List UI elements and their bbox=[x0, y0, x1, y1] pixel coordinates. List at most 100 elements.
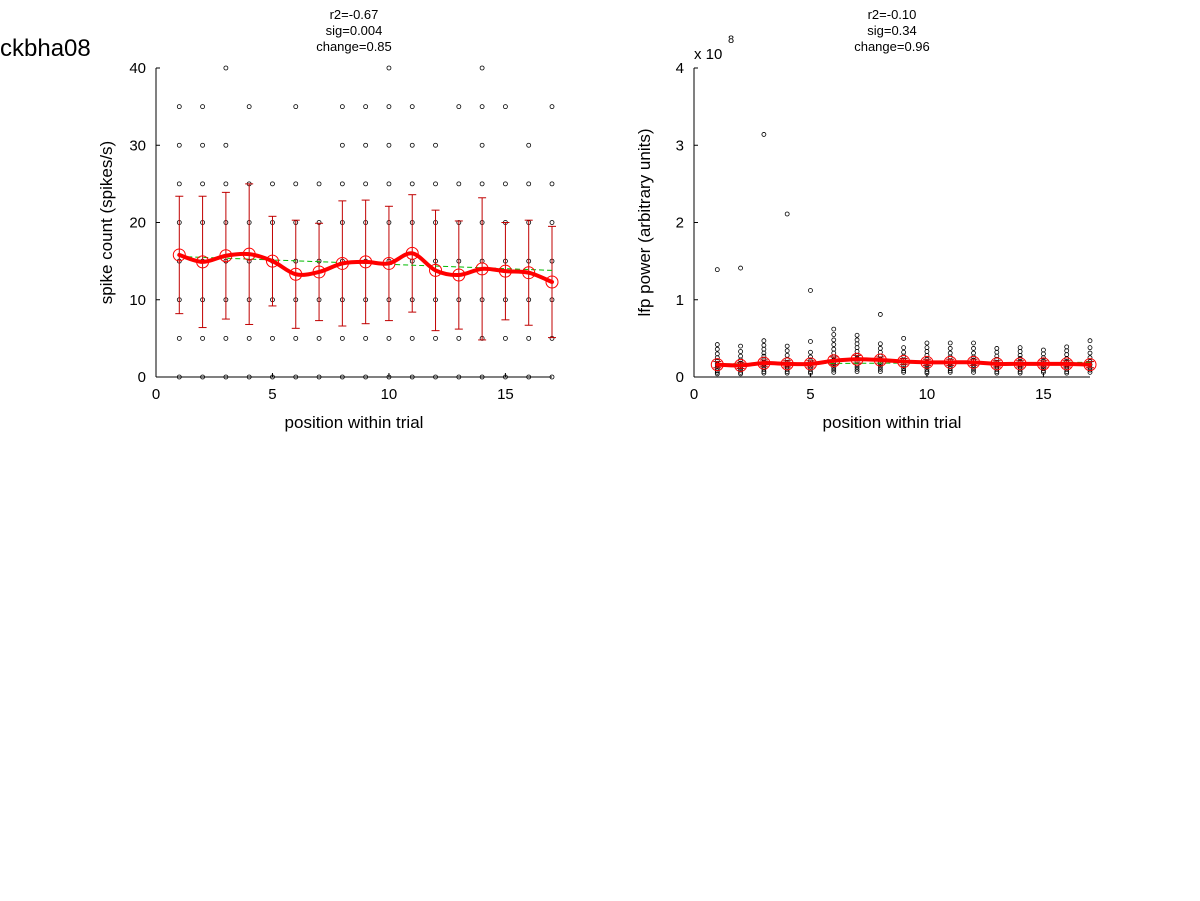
mean-marker bbox=[429, 263, 443, 277]
mean-marker bbox=[850, 352, 864, 366]
data-point bbox=[1017, 370, 1023, 376]
data-point bbox=[994, 370, 1000, 376]
data-point bbox=[738, 349, 743, 354]
data-point bbox=[1064, 348, 1070, 354]
data-point bbox=[339, 181, 345, 187]
data-point bbox=[924, 370, 930, 376]
data-point bbox=[176, 335, 182, 341]
data-point bbox=[363, 142, 369, 148]
data-point bbox=[854, 337, 860, 343]
data-point bbox=[176, 181, 182, 187]
data-point bbox=[246, 335, 252, 341]
data-point bbox=[456, 374, 462, 380]
data-point bbox=[549, 181, 555, 187]
mean-marker bbox=[382, 256, 396, 270]
data-point bbox=[924, 349, 930, 354]
data-point bbox=[738, 265, 743, 271]
data-point bbox=[270, 335, 275, 341]
data-point bbox=[714, 346, 720, 352]
data-point bbox=[409, 374, 415, 380]
mean-marker bbox=[498, 264, 512, 278]
data-point bbox=[947, 369, 953, 375]
data-point bbox=[386, 181, 392, 187]
x-tick-label: 0 bbox=[690, 386, 698, 403]
data-point bbox=[456, 181, 462, 187]
data-point bbox=[386, 142, 392, 148]
data-point bbox=[1064, 370, 1070, 376]
data-point bbox=[339, 335, 345, 341]
data-point bbox=[433, 181, 438, 187]
data-point bbox=[223, 142, 229, 148]
data-point bbox=[316, 181, 322, 187]
data-point bbox=[479, 374, 485, 380]
x-axis-label: position within trial bbox=[285, 413, 424, 432]
data-point bbox=[223, 374, 229, 380]
data-point bbox=[1041, 351, 1046, 357]
data-point bbox=[270, 374, 275, 380]
data-point bbox=[526, 335, 532, 341]
data-point bbox=[479, 181, 485, 187]
data-point bbox=[854, 345, 860, 351]
mean-marker bbox=[219, 249, 233, 263]
data-point bbox=[409, 181, 415, 187]
mean-marker bbox=[335, 256, 349, 270]
mean-marker bbox=[1083, 358, 1097, 372]
data-point bbox=[877, 366, 883, 372]
data-point bbox=[901, 335, 907, 341]
x-tick-label: 10 bbox=[919, 386, 936, 403]
data-point bbox=[901, 349, 907, 355]
data-point bbox=[1087, 338, 1093, 344]
mean-marker bbox=[522, 266, 536, 280]
mean-marker bbox=[710, 358, 724, 372]
data-point bbox=[761, 370, 767, 376]
chart-title-line: change=0.85 bbox=[316, 39, 392, 54]
data-point bbox=[339, 142, 345, 148]
data-point bbox=[549, 104, 555, 110]
mean-marker bbox=[1013, 357, 1027, 371]
y-tick-label: 3 bbox=[676, 137, 684, 154]
data-point bbox=[901, 369, 907, 375]
data-point bbox=[761, 132, 767, 137]
data-point bbox=[456, 335, 462, 341]
mean-marker bbox=[289, 267, 303, 281]
data-point bbox=[1087, 350, 1093, 356]
data-point bbox=[784, 211, 790, 217]
y-axis-label: spike count (spikes/s) bbox=[97, 141, 116, 304]
data-point bbox=[363, 104, 369, 110]
x-tick-label: 10 bbox=[381, 386, 398, 403]
data-point bbox=[761, 353, 767, 359]
data-point bbox=[433, 335, 438, 341]
data-point bbox=[947, 350, 953, 356]
data-point bbox=[901, 345, 907, 351]
data-point bbox=[808, 370, 813, 376]
data-point bbox=[901, 368, 907, 374]
data-point bbox=[924, 369, 930, 374]
data-point bbox=[714, 371, 720, 377]
data-point bbox=[971, 340, 976, 346]
mean-marker bbox=[780, 357, 794, 371]
data-point bbox=[808, 349, 813, 355]
data-point bbox=[386, 65, 392, 71]
data-point bbox=[738, 343, 743, 349]
mean-marker bbox=[873, 353, 887, 367]
data-point bbox=[924, 345, 930, 351]
data-point bbox=[761, 350, 767, 356]
y-tick-label: 0 bbox=[138, 369, 146, 386]
data-point bbox=[854, 332, 860, 338]
mean-marker bbox=[196, 255, 210, 269]
data-point bbox=[293, 374, 299, 380]
data-point bbox=[714, 351, 720, 357]
y-axis-label: lfp power (arbitrary units) bbox=[635, 128, 654, 316]
data-point bbox=[339, 374, 345, 380]
y-exponent-power: 8 bbox=[728, 34, 734, 46]
data-point bbox=[223, 335, 229, 341]
chart-title-line: sig=0.34 bbox=[867, 23, 917, 38]
mean-marker bbox=[827, 354, 841, 368]
mean-marker bbox=[242, 247, 256, 261]
mean-marker bbox=[475, 262, 489, 276]
data-point bbox=[831, 346, 837, 352]
figure-title: ckbha08 bbox=[0, 35, 91, 62]
mean-line bbox=[177, 251, 554, 284]
data-point bbox=[877, 369, 883, 374]
